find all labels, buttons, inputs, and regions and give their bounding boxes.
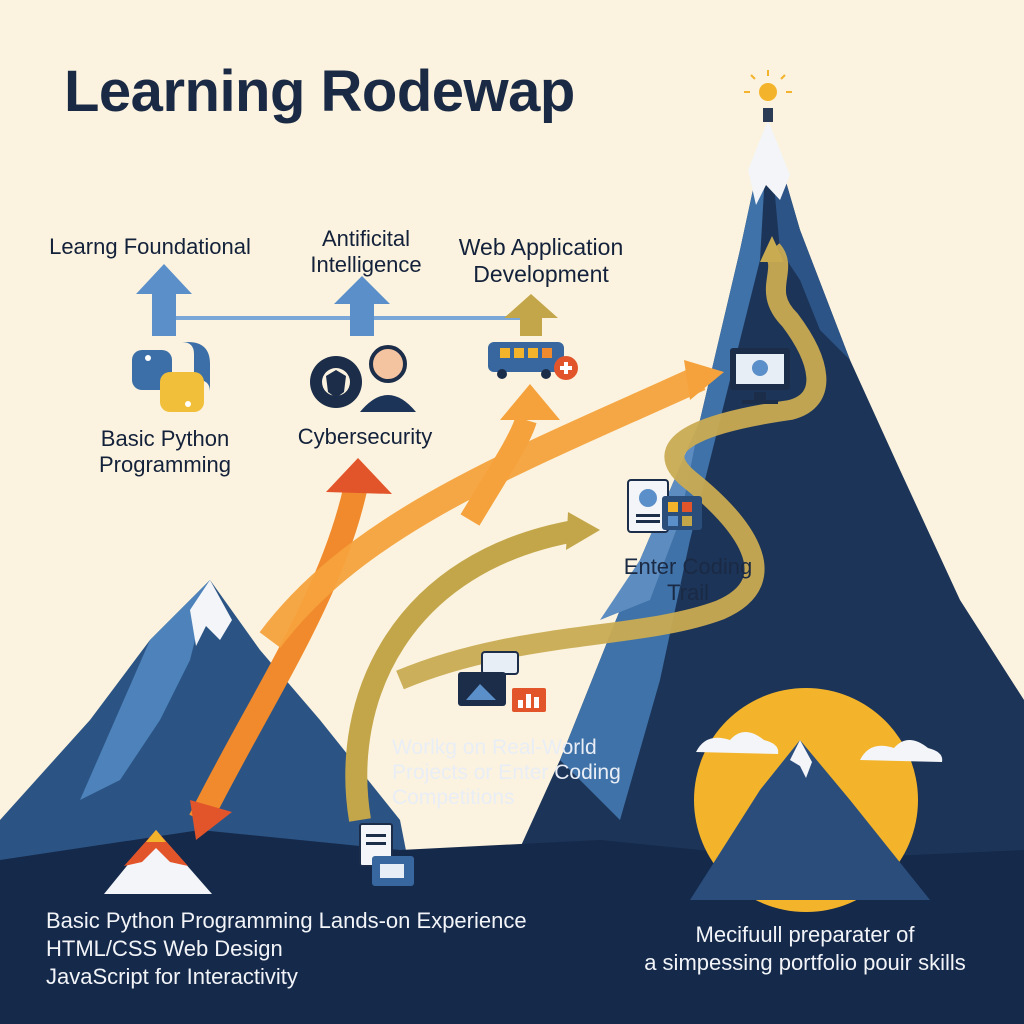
summit-sun-icon xyxy=(690,688,943,912)
label-projects: Worlkg on Real-World Projects or Enter C… xyxy=(392,736,621,809)
summit-sun-icon xyxy=(744,70,792,122)
monitor-icon xyxy=(730,348,790,404)
arrow-orange-path xyxy=(259,366,706,648)
chart-icon xyxy=(458,651,546,712)
label-web: Web Application Development xyxy=(458,234,624,288)
bus-icon xyxy=(488,342,578,380)
label-python: Basic Python Programming xyxy=(98,426,232,477)
arrow-up-blue-2 xyxy=(334,276,390,336)
arrow-red-path xyxy=(189,487,367,826)
arrow-up-blue-1 xyxy=(136,264,192,336)
person-icon xyxy=(360,345,416,412)
python-logo-icon xyxy=(132,342,210,412)
label-ai: Antificital Intelligence xyxy=(310,226,422,277)
bottom-right-line2: a simpessing portfolio pouir skills xyxy=(644,950,966,975)
arrow-up-olive xyxy=(504,294,558,336)
arrow-olive-path xyxy=(345,519,582,822)
peak-icon xyxy=(104,830,212,894)
bottom-left-line1: Basic Python Programming Lands-on Experi… xyxy=(46,908,527,933)
gear-shield-icon xyxy=(310,356,362,408)
label-foundational: Learng Foundational xyxy=(49,234,251,259)
dashboard-icon xyxy=(662,496,702,530)
bottom-right-line1: Mecifuull preparater of xyxy=(695,922,915,947)
arrow-orange-up xyxy=(460,416,537,526)
page-title: Learning Rodewap xyxy=(64,59,575,124)
trail-arrow-head xyxy=(760,236,784,262)
bottom-left-line2: HTML/CSS Web Design xyxy=(46,936,283,961)
arrow-down-head xyxy=(190,800,232,840)
bottom-left-line3: JavaScript for Interactivity xyxy=(46,964,298,989)
label-coding-trail: Enter Coding Trail xyxy=(623,554,753,605)
arrow-red-head xyxy=(326,458,392,494)
coding-trail xyxy=(396,243,827,690)
arrow-orange-up-head xyxy=(500,384,560,420)
arrow-olive-head xyxy=(566,512,600,550)
arrow-orange-head xyxy=(684,360,724,400)
document-icon xyxy=(359,823,414,886)
label-cyber: Cybersecurity xyxy=(297,424,433,449)
